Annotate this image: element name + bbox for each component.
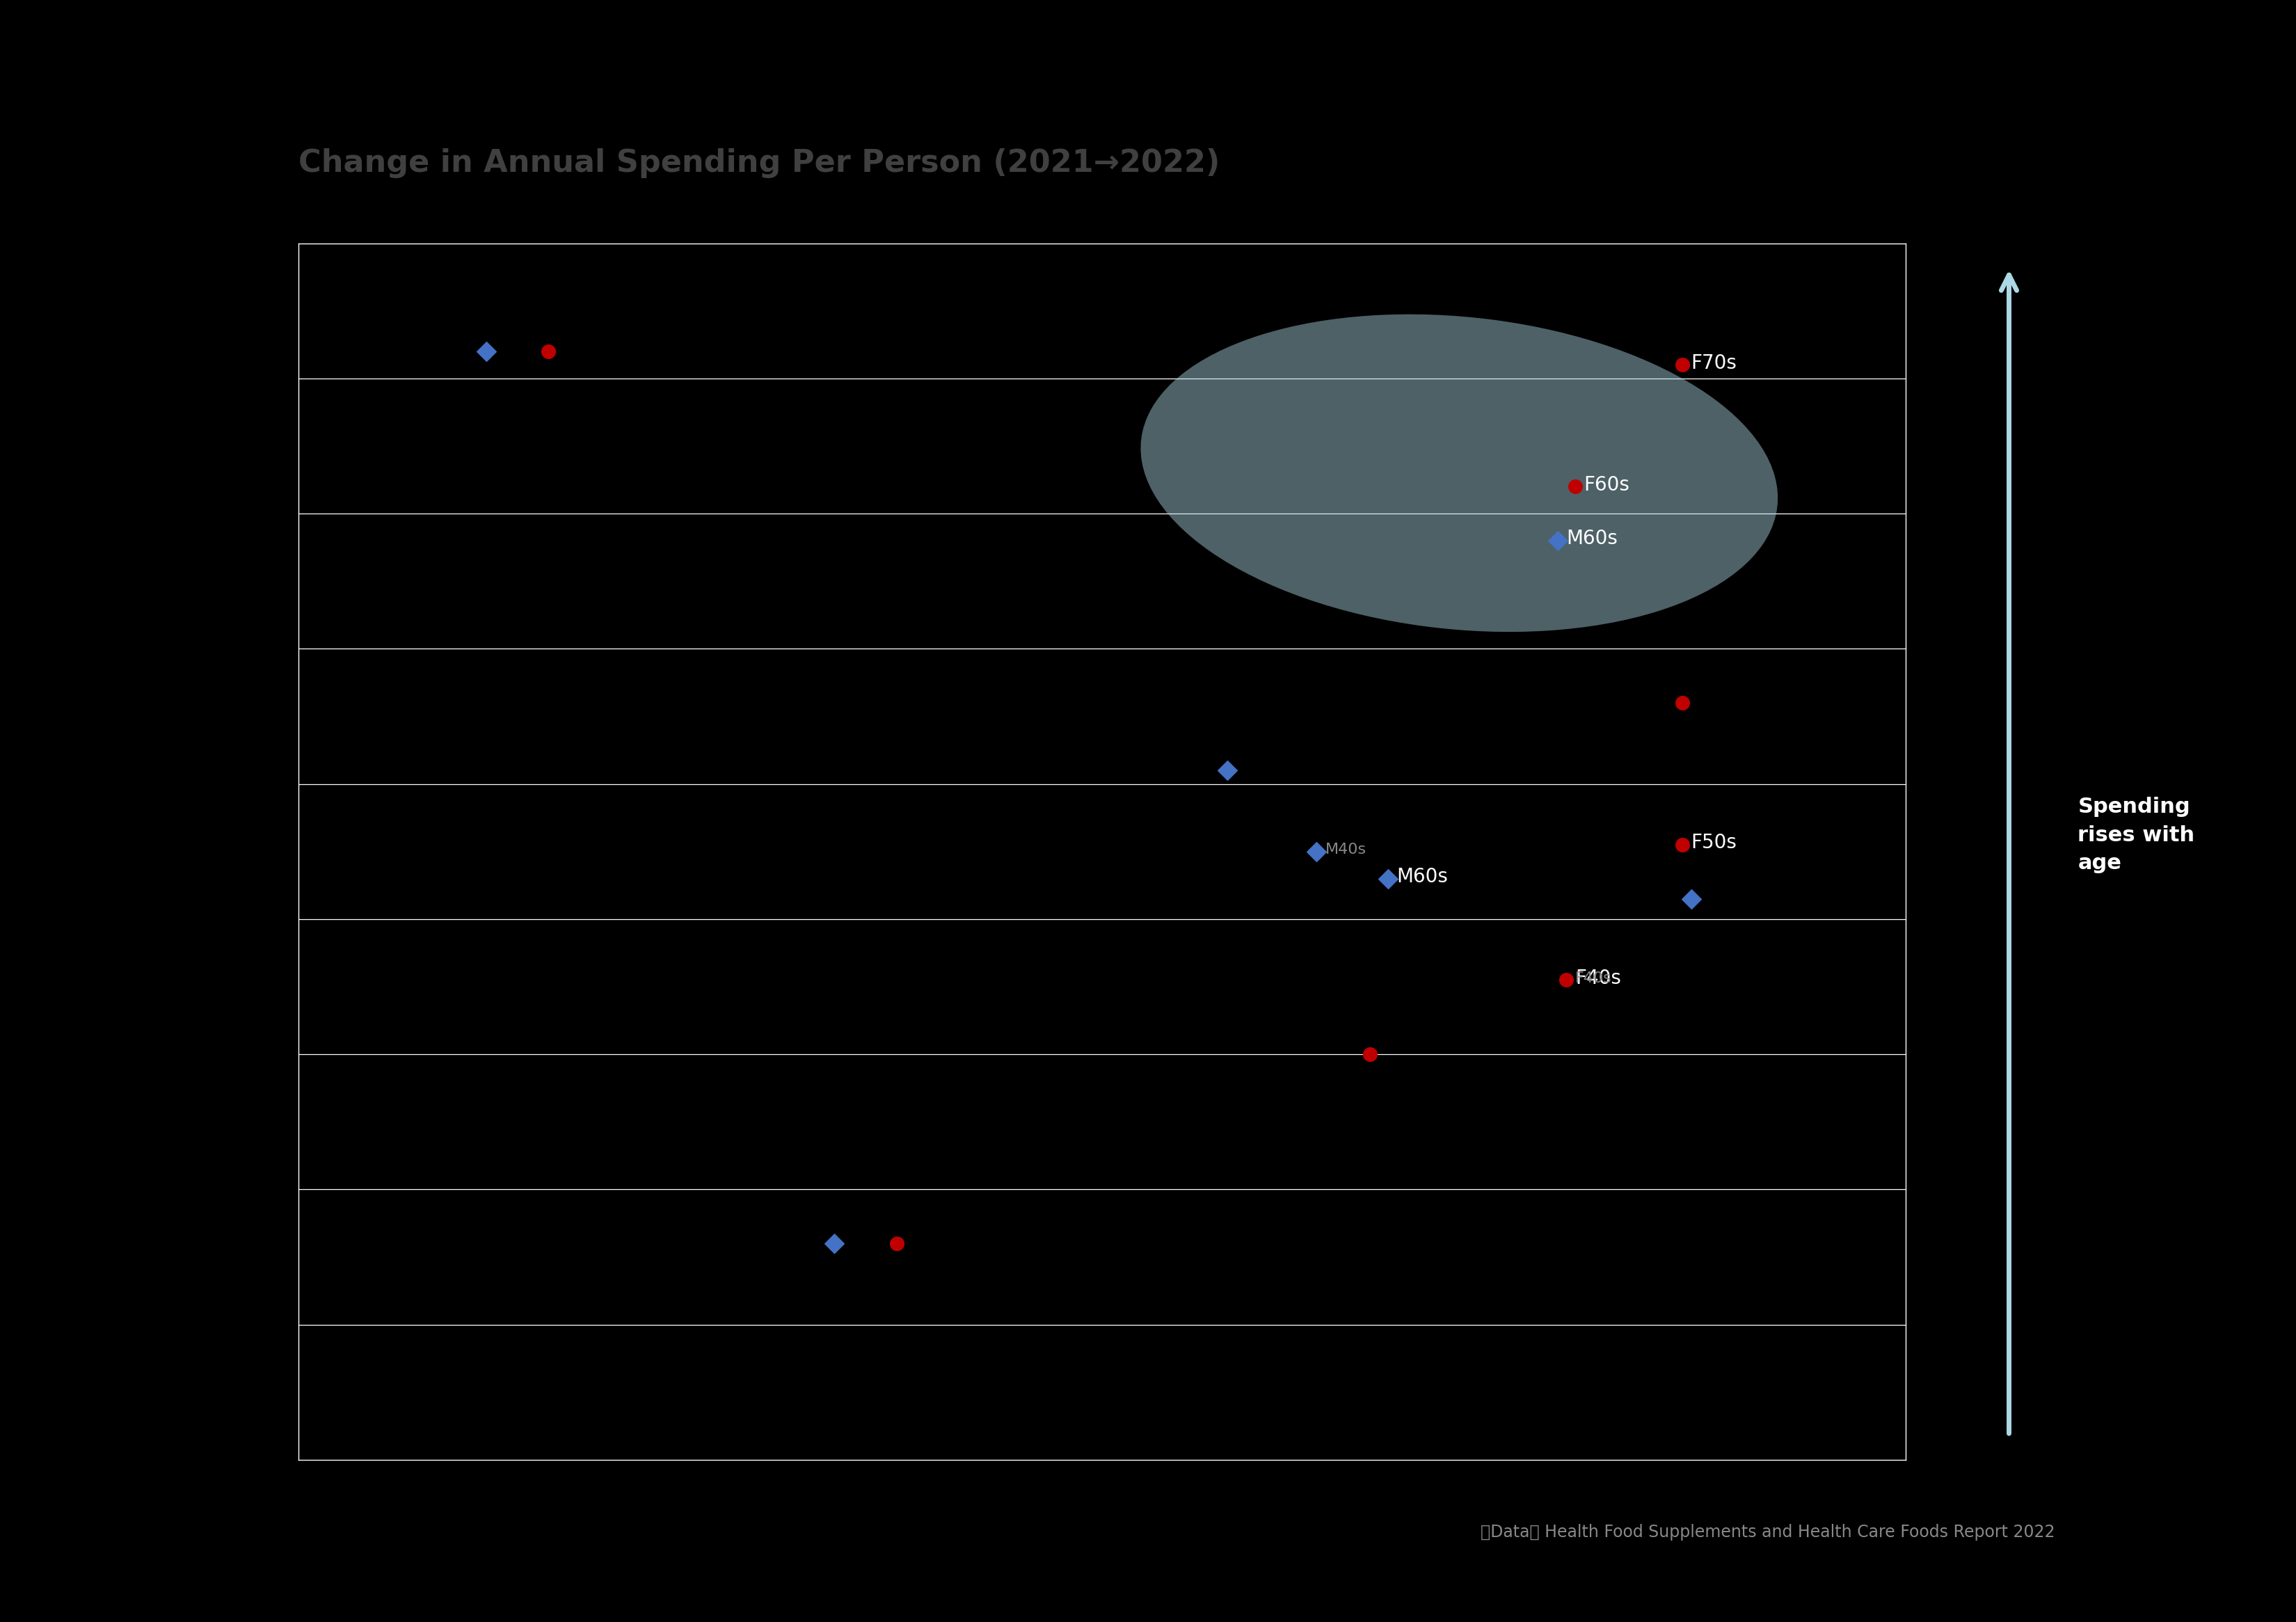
Text: M60s: M60s <box>1566 529 1619 548</box>
Text: F50s: F50s <box>1692 834 1738 853</box>
Point <box>468 339 505 365</box>
Ellipse shape <box>1141 315 1777 633</box>
Text: 【Data】 Health Food Supplements and Health Care Foods Report 2022: 【Data】 Health Food Supplements and Healt… <box>1481 1525 2055 1541</box>
Point <box>1674 886 1711 912</box>
Point <box>530 339 567 365</box>
Text: F40s: F40s <box>1575 972 1612 985</box>
Point <box>1297 839 1334 865</box>
Point <box>1538 527 1575 553</box>
Point <box>1665 689 1701 715</box>
Text: Spending
rises with
age: Spending rises with age <box>2078 796 2195 874</box>
Point <box>1208 757 1244 783</box>
Text: Change in Annual Spending Per Person (2021→2022): Change in Annual Spending Per Person (20… <box>298 149 1219 178</box>
Text: F70s: F70s <box>1692 354 1738 373</box>
Text: M60s: M60s <box>1396 866 1449 886</box>
Point <box>1665 352 1701 378</box>
Point <box>1548 967 1584 993</box>
Text: F40s: F40s <box>1575 968 1621 988</box>
Point <box>815 1231 852 1257</box>
Point <box>879 1231 916 1257</box>
Text: M40s: M40s <box>1325 843 1366 856</box>
Text: F60s: F60s <box>1584 475 1630 495</box>
Point <box>1557 474 1593 500</box>
Point <box>1665 832 1701 858</box>
Point <box>1352 1041 1389 1067</box>
Point <box>1368 866 1405 892</box>
